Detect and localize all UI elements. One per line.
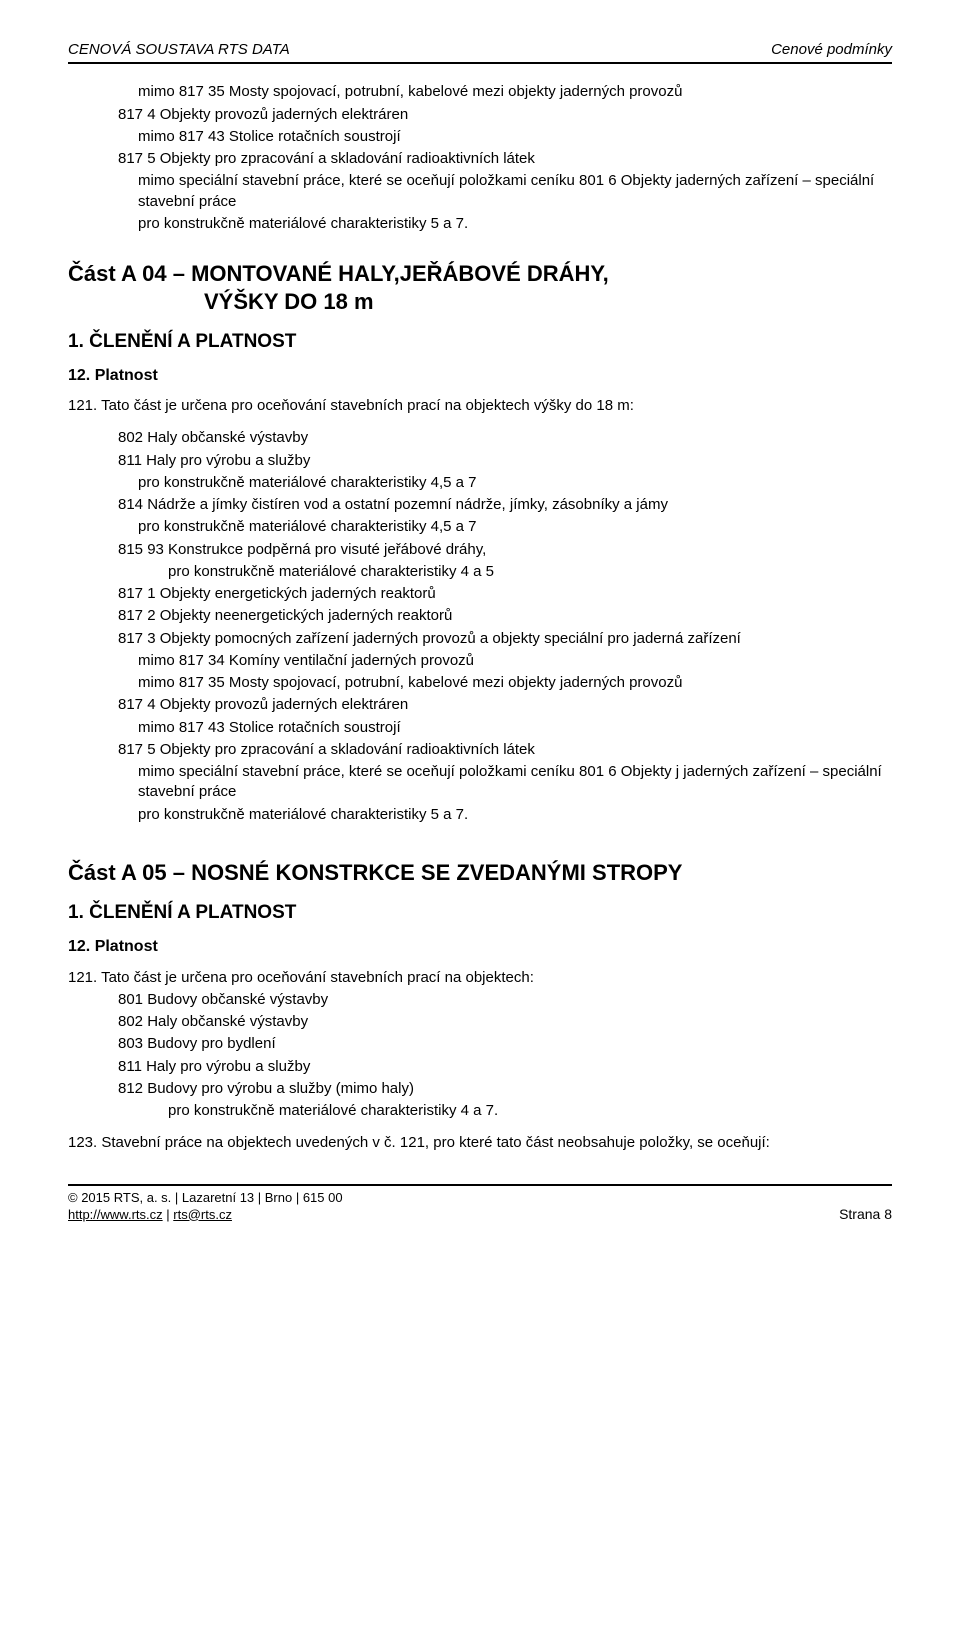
footer-email-link[interactable]: rts@rts.cz [173, 1207, 232, 1222]
paragraph-121: 121. Tato část je určena pro oceňování s… [68, 396, 892, 416]
header-right: Cenové podmínky [771, 40, 892, 60]
footer-rule [68, 1184, 892, 1186]
footer-left: © 2015 RTS, a. s. | Lazaretní 13 | Brno … [68, 1190, 343, 1224]
list-item: 811 Haly pro výrobu a služby [118, 451, 892, 471]
heading-part-a05: Část A 05 – NOSNÉ KONSTRKCE SE ZVEDANÝMI… [68, 859, 892, 887]
paragraph-121-b: 121. Tato část je určena pro oceňování s… [68, 968, 892, 988]
footer-sep: | [163, 1207, 174, 1222]
list-item: mimo speciální stavební práce, které se … [138, 762, 892, 803]
list-item: pro konstrukčně materiálové charakterist… [168, 562, 892, 582]
list-item: 817 5 Objekty pro zpracování a skladován… [118, 740, 892, 760]
list-item: 802 Haly občanské výstavby [118, 1012, 892, 1032]
list-item: 817 4 Objekty provozů jaderných elektrár… [118, 695, 892, 715]
heading-sub-12-b: 12. Platnost [68, 936, 892, 958]
header-left: CENOVÁ SOUSTAVA RTS DATA [68, 40, 290, 60]
footer-url-link[interactable]: http://www.rts.cz [68, 1207, 163, 1222]
list-item: 812 Budovy pro výrobu a služby (mimo hal… [118, 1079, 892, 1099]
running-header: CENOVÁ SOUSTAVA RTS DATA Cenové podmínky [68, 40, 892, 60]
body-text: 817 5 Objekty pro zpracování a skladován… [118, 149, 892, 169]
list-item: 814 Nádrže a jímky čistíren vod a ostatn… [118, 495, 892, 515]
list-item: mimo 817 35 Mosty spojovací, potrubní, k… [138, 673, 892, 693]
footer-links: http://www.rts.cz | rts@rts.cz [68, 1207, 343, 1224]
page-number: Strana 8 [839, 1205, 892, 1223]
list-item: 817 1 Objekty energetických jaderných re… [118, 584, 892, 604]
body-text: pro konstrukčně materiálové charakterist… [138, 214, 892, 234]
body-text: mimo 817 35 Mosty spojovací, potrubní, k… [138, 82, 892, 102]
page-footer: © 2015 RTS, a. s. | Lazaretní 13 | Brno … [68, 1190, 892, 1224]
list-item: 817 3 Objekty pomocných zařízení jaderný… [118, 629, 892, 649]
list-item: mimo 817 34 Komíny ventilační jaderných … [138, 651, 892, 671]
heading-section-1: 1. ČLENĚNÍ A PLATNOST [68, 329, 892, 355]
heading-part-a04-line2: VÝŠKY DO 18 m [204, 288, 892, 316]
heading-part-a04-line1: Část A 04 – MONTOVANÉ HALY,JEŘÁBOVÉ DRÁH… [68, 261, 609, 286]
list-item: 801 Budovy občanské výstavby [118, 990, 892, 1010]
header-rule [68, 62, 892, 64]
heading-part-a04: Část A 04 – MONTOVANÉ HALY,JEŘÁBOVÉ DRÁH… [68, 260, 892, 315]
paragraph-123: 123. Stavební práce na objektech uvedený… [68, 1133, 892, 1153]
body-text: mimo 817 43 Stolice rotačních soustrojí [138, 127, 892, 147]
body-text: 817 4 Objekty provozů jaderných elektrár… [118, 105, 892, 125]
list-a05: 801 Budovy občanské výstavby 802 Haly ob… [68, 990, 892, 1122]
list-item: pro konstrukčně materiálové charakterist… [138, 517, 892, 537]
list-item: 815 93 Konstrukce podpěrná pro visuté je… [118, 540, 892, 560]
list-item: 802 Haly občanské výstavby [118, 428, 892, 448]
body-text: mimo speciální stavební práce, které se … [138, 171, 892, 212]
list-a04: 802 Haly občanské výstavby 811 Haly pro … [68, 428, 892, 825]
heading-section-1-b: 1. ČLENĚNÍ A PLATNOST [68, 900, 892, 926]
heading-sub-12: 12. Platnost [68, 365, 892, 387]
top-continuation-block: mimo 817 35 Mosty spojovací, potrubní, k… [68, 82, 892, 234]
list-item: 811 Haly pro výrobu a služby [118, 1057, 892, 1077]
list-item: pro konstrukčně materiálové charakterist… [168, 1101, 892, 1121]
list-item: pro konstrukčně materiálové charakterist… [138, 473, 892, 493]
list-item: pro konstrukčně materiálové charakterist… [138, 805, 892, 825]
list-item: mimo 817 43 Stolice rotačních soustrojí [138, 718, 892, 738]
list-item: 817 2 Objekty neenergetických jaderných … [118, 606, 892, 626]
list-item: 803 Budovy pro bydlení [118, 1034, 892, 1054]
footer-copyright: © 2015 RTS, a. s. | Lazaretní 13 | Brno … [68, 1190, 343, 1207]
